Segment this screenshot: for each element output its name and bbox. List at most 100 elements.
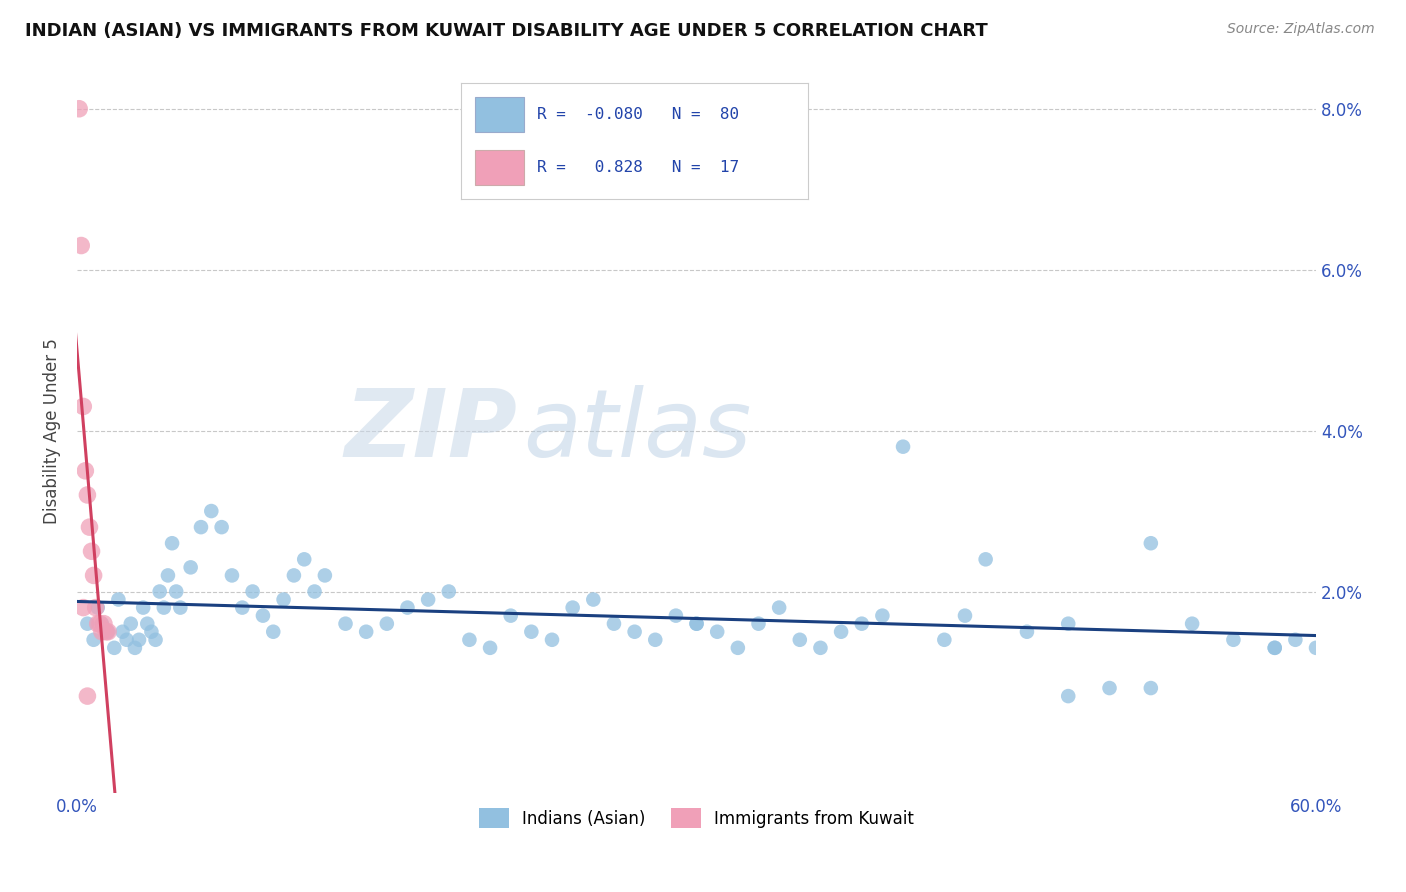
Point: [561, 600, 583, 615]
Point: [67, 102, 90, 116]
Point: [169, 600, 191, 615]
Point: [706, 624, 728, 639]
Point: [221, 568, 243, 582]
Point: [747, 616, 769, 631]
Point: [141, 624, 163, 639]
Point: [1222, 632, 1244, 647]
Point: [665, 608, 688, 623]
Point: [1140, 681, 1163, 695]
Point: [953, 608, 976, 623]
Point: [79, 520, 101, 534]
Point: [153, 600, 176, 615]
Point: [97, 624, 120, 639]
Point: [124, 640, 146, 655]
Point: [273, 592, 295, 607]
Point: [1264, 640, 1286, 655]
Point: [1264, 640, 1286, 655]
Point: [304, 584, 326, 599]
Point: [499, 608, 522, 623]
Point: [75, 464, 97, 478]
Point: [458, 632, 481, 647]
Point: [83, 632, 105, 647]
Point: [180, 560, 202, 574]
Point: [335, 616, 357, 631]
Point: [90, 624, 112, 639]
Point: [111, 624, 134, 639]
Point: [80, 544, 103, 558]
Point: [94, 624, 117, 639]
Point: [145, 632, 167, 647]
Point: [1181, 616, 1204, 631]
Point: [437, 584, 460, 599]
Point: [644, 632, 666, 647]
Point: [132, 600, 155, 615]
Point: [252, 608, 274, 623]
Point: [1140, 536, 1163, 550]
Point: [314, 568, 336, 582]
Point: [934, 632, 956, 647]
Point: [262, 624, 284, 639]
Point: [103, 640, 125, 655]
Point: [76, 488, 98, 502]
Point: [283, 568, 305, 582]
Point: [292, 552, 315, 566]
Point: [416, 592, 439, 607]
Point: [1284, 632, 1306, 647]
Point: [1098, 681, 1121, 695]
Point: [789, 632, 811, 647]
Point: [115, 632, 138, 647]
Point: [97, 624, 120, 639]
Legend: Indians (Asian), Immigrants from Kuwait: Indians (Asian), Immigrants from Kuwait: [472, 801, 921, 835]
Point: [1057, 689, 1080, 703]
Point: [891, 440, 914, 454]
Point: [727, 640, 749, 655]
Point: [87, 616, 110, 631]
Point: [190, 520, 212, 534]
Point: [231, 600, 253, 615]
Point: [851, 616, 873, 631]
Point: [396, 600, 419, 615]
Point: [84, 600, 107, 615]
Point: [582, 592, 605, 607]
Point: [90, 616, 112, 631]
Point: [211, 520, 233, 534]
Point: [354, 624, 377, 639]
Point: [623, 624, 645, 639]
Point: [93, 616, 115, 631]
Point: [128, 632, 150, 647]
Point: [768, 600, 790, 615]
Point: [72, 400, 94, 414]
Point: [1057, 616, 1080, 631]
Point: [810, 640, 832, 655]
Point: [87, 600, 110, 615]
Point: [830, 624, 852, 639]
Point: [1305, 640, 1327, 655]
Point: [685, 616, 707, 631]
Text: INDIAN (ASIAN) VS IMMIGRANTS FROM KUWAIT DISABILITY AGE UNDER 5 CORRELATION CHAR: INDIAN (ASIAN) VS IMMIGRANTS FROM KUWAIT…: [25, 22, 988, 40]
Point: [83, 568, 105, 582]
Point: [107, 592, 129, 607]
Point: [685, 616, 707, 631]
Point: [242, 584, 264, 599]
Point: [72, 600, 94, 615]
Point: [120, 616, 142, 631]
Point: [149, 584, 172, 599]
Point: [76, 616, 98, 631]
Point: [136, 616, 159, 631]
Text: atlas: atlas: [523, 385, 751, 476]
Point: [375, 616, 398, 631]
Point: [974, 552, 997, 566]
Point: [76, 689, 98, 703]
Y-axis label: Disability Age Under 5: Disability Age Under 5: [44, 338, 60, 524]
Point: [200, 504, 222, 518]
Point: [89, 616, 111, 631]
Point: [70, 238, 93, 252]
Point: [603, 616, 626, 631]
Point: [165, 584, 187, 599]
Text: ZIP: ZIP: [344, 384, 517, 476]
Point: [479, 640, 502, 655]
Point: [541, 632, 564, 647]
Point: [872, 608, 894, 623]
Text: Source: ZipAtlas.com: Source: ZipAtlas.com: [1227, 22, 1375, 37]
Point: [520, 624, 543, 639]
